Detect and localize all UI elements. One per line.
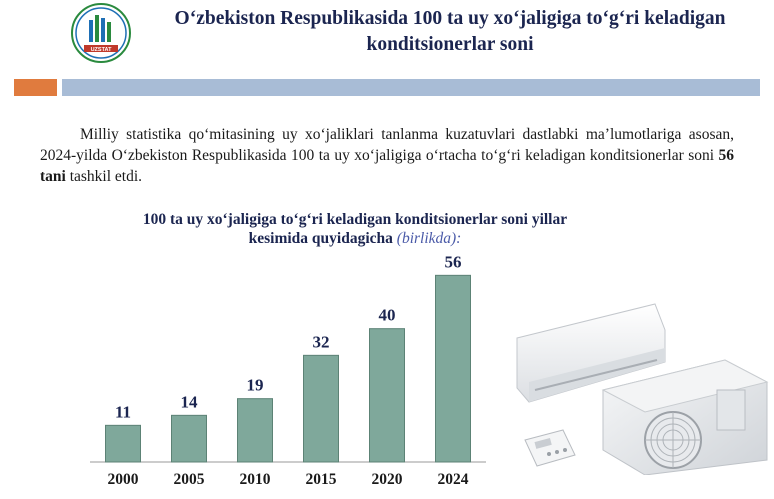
data-label-2015: 32: [313, 332, 330, 351]
x-tick-label-2005: 2005: [174, 471, 205, 488]
chart-title-text: 100 ta uy xo‘jaligiga to‘g‘ri keladigan …: [142, 211, 568, 247]
data-label-2024: 56: [445, 252, 462, 271]
page-title: O‘zbekiston Respublikasida 100 ta uy xo‘…: [174, 8, 726, 55]
intro-highlight: 56 tani: [40, 147, 734, 185]
logo-text: UZSTAT: [91, 47, 113, 53]
x-tick-label-2010: 2010: [240, 471, 271, 488]
bar-2020: [369, 328, 405, 463]
x-tick-label-2020: 2020: [372, 471, 403, 488]
bar-2015: [303, 354, 339, 463]
accent-bar-blue: [62, 79, 760, 96]
bar-2010: [237, 398, 273, 463]
intro-text-after: tashkil etdi.: [65, 168, 143, 185]
data-label-2020: 40: [379, 306, 396, 325]
bar-2024: [435, 274, 471, 463]
chart-unit: (birlikda):: [396, 230, 462, 247]
air-conditioner-icon: [505, 290, 770, 476]
x-tick-label-2024: 2024: [438, 471, 469, 488]
intro-paragraph: Milliy statistika qo‘mitasining uy xo‘ja…: [40, 124, 734, 187]
chart-title: 100 ta uy xo‘jaligiga to‘g‘ri keladigan …: [120, 210, 590, 248]
bar-2000: [105, 424, 141, 463]
x-tick-label-2000: 2000: [108, 471, 139, 488]
uzstat-logo: UZSTAT: [70, 2, 132, 64]
data-label-2005: 14: [181, 392, 199, 411]
accent-bar-orange: [14, 79, 57, 96]
data-label-2000: 11: [115, 402, 131, 421]
bar-2005: [171, 414, 207, 463]
data-label-2010: 19: [247, 376, 264, 395]
intro-text-before: Milliy statistika qo‘mitasining uy xo‘ja…: [40, 126, 734, 164]
x-tick-label-2015: 2015: [306, 471, 337, 488]
